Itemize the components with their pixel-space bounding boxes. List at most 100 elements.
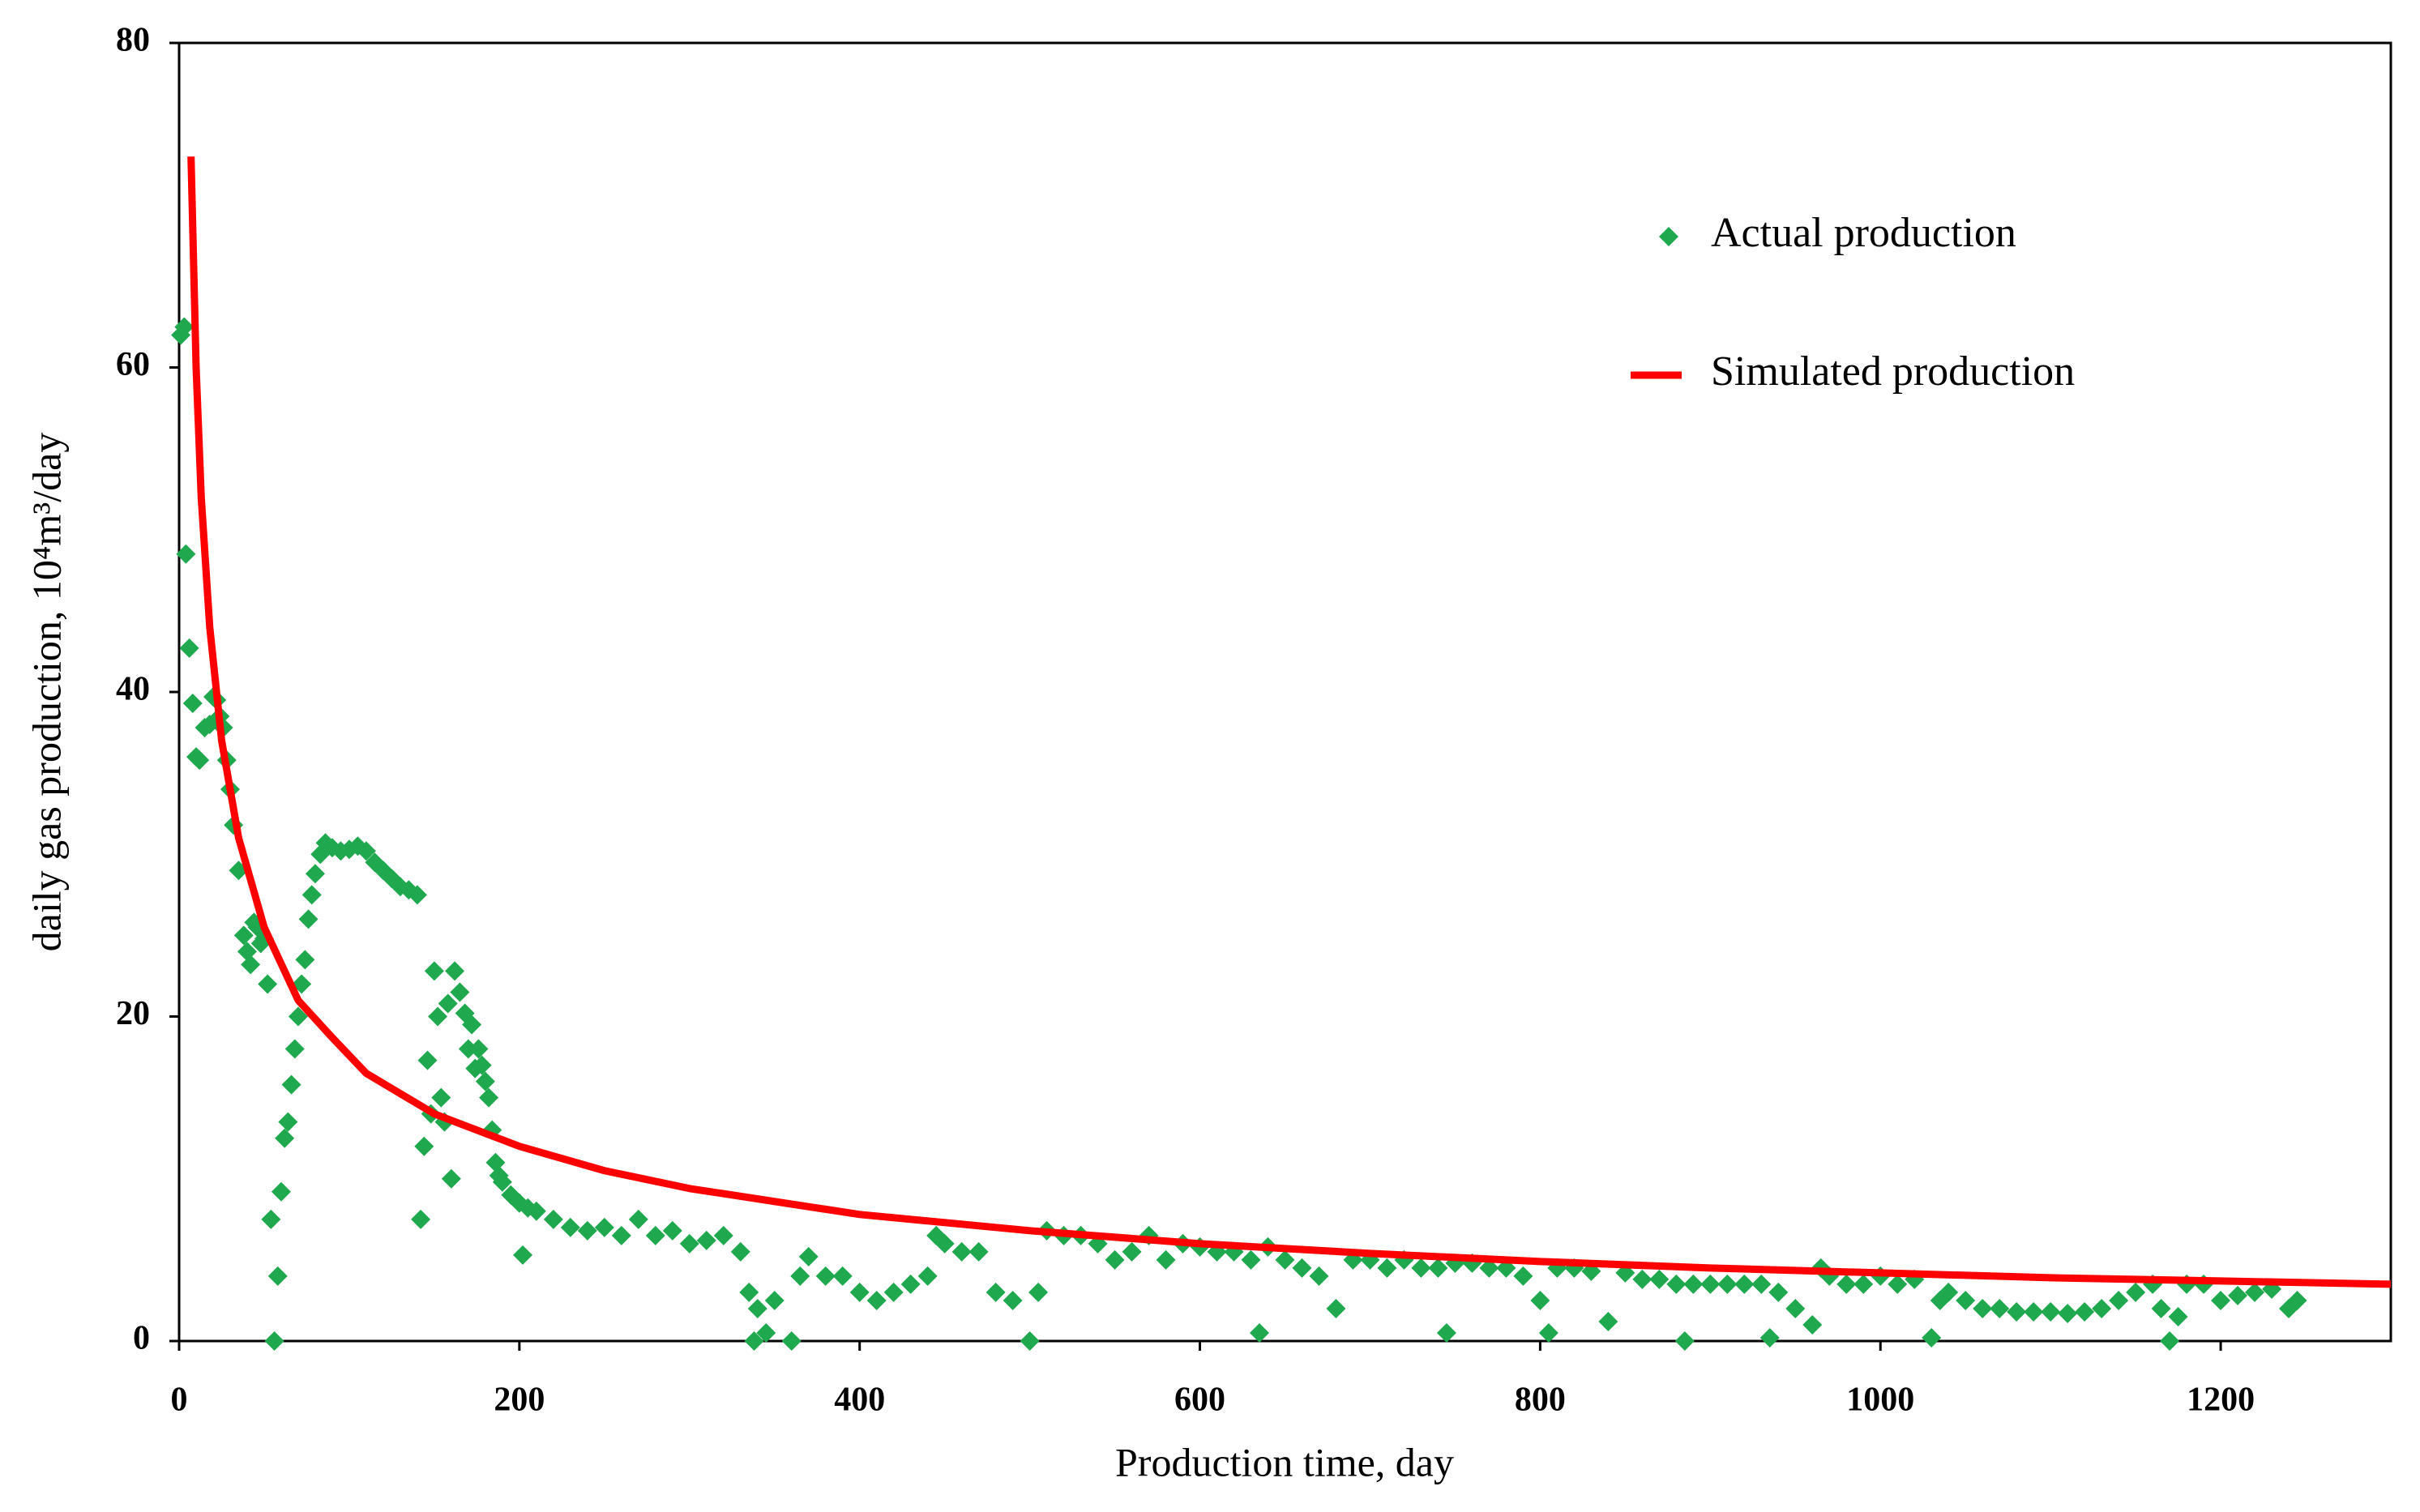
data-point <box>1275 1249 1295 1270</box>
data-point <box>288 1006 308 1027</box>
data-point <box>739 1282 759 1302</box>
data-point <box>176 544 196 564</box>
data-point <box>190 750 210 771</box>
data-point <box>1836 1274 1857 1294</box>
legend-label: Actual production <box>1711 210 2016 256</box>
data-point <box>866 1290 887 1310</box>
x-tick-label: 1200 <box>2187 1382 2255 1419</box>
data-point <box>1377 1258 1397 1278</box>
data-point <box>1122 1241 1142 1262</box>
data-point <box>1956 1290 1976 1310</box>
data-point <box>1411 1258 1431 1278</box>
data-point <box>278 1112 298 1132</box>
data-point <box>543 1209 563 1229</box>
data-point <box>414 1136 434 1156</box>
data-point <box>1538 1322 1558 1343</box>
data-point <box>526 1201 546 1221</box>
data-point <box>1734 1274 1755 1294</box>
data-point <box>1105 1249 1125 1270</box>
data-point <box>662 1220 682 1241</box>
data-point <box>679 1233 699 1254</box>
data-point <box>1530 1290 1550 1310</box>
data-point <box>798 1246 819 1266</box>
y-axis-label: daily gas production, 10⁴m³/day <box>24 433 69 952</box>
data-point <box>832 1266 853 1286</box>
data-point <box>1785 1298 1806 1318</box>
data-point <box>1888 1274 1908 1294</box>
data-point <box>295 950 315 970</box>
data-point <box>986 1282 1006 1302</box>
data-point <box>267 1266 288 1286</box>
y-tick-label: 40 <box>116 671 150 708</box>
data-point <box>458 1039 478 1059</box>
data-point <box>849 1282 870 1302</box>
data-point <box>182 694 203 714</box>
data-point <box>264 1331 284 1351</box>
data-point <box>431 1087 451 1108</box>
data-point <box>781 1331 802 1351</box>
data-point <box>411 1209 431 1229</box>
data-point <box>301 885 322 905</box>
data-point <box>407 885 427 905</box>
data-point <box>1309 1266 1329 1286</box>
data-point <box>1853 1274 1874 1294</box>
data-point <box>233 925 254 946</box>
data-point <box>756 1322 776 1343</box>
data-point <box>1003 1290 1023 1310</box>
data-point <box>2041 1301 2061 1322</box>
data-point <box>472 1055 492 1075</box>
data-point <box>261 1209 281 1229</box>
data-point <box>2126 1282 2146 1302</box>
data-point <box>1028 1282 1049 1302</box>
y-tick-label: 0 <box>133 1320 150 1357</box>
data-point <box>513 1245 533 1265</box>
data-point <box>883 1282 904 1302</box>
data-point <box>2287 1290 2307 1310</box>
data-point <box>2168 1306 2188 1326</box>
data-point <box>2228 1285 2248 1305</box>
data-point <box>356 841 376 861</box>
data-point <box>1700 1274 1721 1294</box>
data-point <box>475 1071 495 1091</box>
data-point <box>1156 1249 1176 1270</box>
data-point <box>2058 1303 2078 1323</box>
data-point <box>790 1266 810 1286</box>
data-point <box>2024 1301 2044 1322</box>
legend-swatch <box>1659 227 1678 246</box>
data-point <box>1768 1282 1789 1302</box>
data-point <box>1717 1274 1738 1294</box>
data-point <box>747 1298 767 1318</box>
data-point <box>1292 1258 1312 1278</box>
data-point <box>1922 1327 1942 1348</box>
y-tick-label: 80 <box>116 22 150 59</box>
data-point <box>577 1220 597 1241</box>
data-point <box>281 1074 301 1095</box>
data-point <box>764 1290 785 1310</box>
data-point <box>2007 1301 2027 1322</box>
x-axis-label: Production time, day <box>1115 1439 1454 1484</box>
data-point <box>934 1233 955 1254</box>
data-point <box>2075 1301 2095 1322</box>
data-point <box>441 1168 461 1189</box>
data-point <box>468 1039 489 1059</box>
data-point <box>271 1181 291 1202</box>
x-tick-label: 200 <box>494 1382 545 1419</box>
data-point <box>900 1274 921 1294</box>
y-tick-label: 60 <box>116 346 150 383</box>
data-point <box>284 1039 305 1059</box>
data-point <box>1802 1314 1823 1335</box>
data-point <box>305 864 325 884</box>
x-tick-label: 800 <box>1515 1382 1566 1419</box>
x-tick-label: 1000 <box>1846 1382 1914 1419</box>
data-point <box>560 1217 580 1237</box>
data-point <box>1649 1269 1670 1289</box>
data-point <box>258 974 278 994</box>
legend-label: Simulated production <box>1711 348 2075 395</box>
data-point <box>417 1050 438 1070</box>
data-point <box>696 1230 716 1250</box>
data-point <box>2151 1298 2171 1318</box>
data-point <box>968 1241 989 1262</box>
data-point <box>594 1217 614 1237</box>
x-tick-label: 600 <box>1174 1382 1225 1419</box>
data-point <box>2211 1290 2231 1310</box>
